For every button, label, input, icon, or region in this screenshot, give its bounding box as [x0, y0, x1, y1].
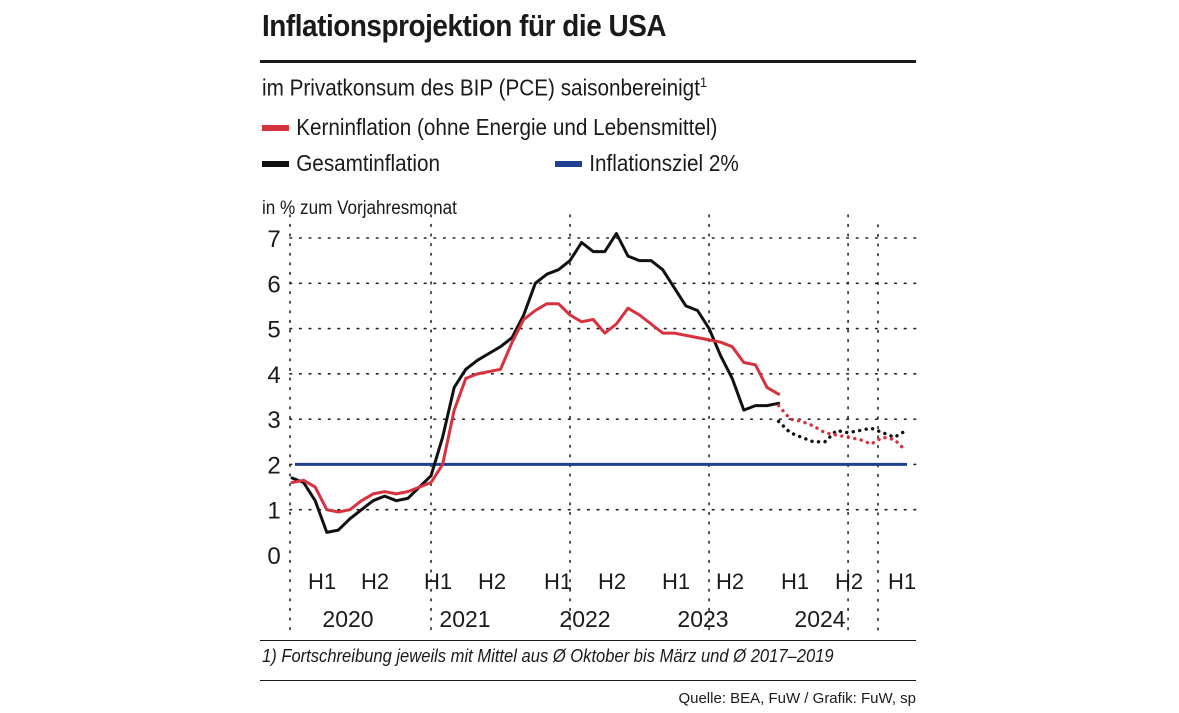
y-tick-label: 5 [267, 317, 280, 344]
source-rule [260, 680, 916, 681]
chart-title: Inflationsprojektion für die USA [262, 8, 667, 43]
footnote-rule [260, 640, 916, 641]
y-tick-label: 1 [267, 498, 280, 525]
legend-headline-label: Gesamtinflation [296, 150, 441, 176]
x-half-year-label: H2 [716, 569, 744, 594]
x-half-year-label: H1 [544, 569, 572, 594]
x-year-label: 2020 [322, 606, 373, 632]
legend-target-label: Inflationsziel 2% [589, 150, 739, 176]
core-inflation-projection [776, 403, 908, 453]
legend-headline-swatch [262, 160, 289, 167]
headline-inflation-line [290, 232, 781, 534]
x-year-label: 2024 [794, 606, 845, 632]
y-tick-label: 4 [267, 362, 280, 389]
y-tick-label: 3 [267, 407, 280, 434]
legend-core: Kerninflation (ohne Energie und Lebensmi… [262, 114, 717, 141]
x-half-year-label: H2 [835, 569, 863, 594]
x-year-label: 2022 [559, 606, 610, 632]
y-tick-label: 0 [267, 543, 280, 570]
x-half-year-label: H1 [781, 569, 809, 594]
legend-core-swatch [262, 124, 289, 131]
title-rule [260, 60, 916, 63]
y-tick-label: 2 [267, 452, 280, 479]
x-year-label: 2023 [677, 606, 728, 632]
source-credit: Quelle: BEA, FuW / Grafik: FuW, sp [678, 690, 916, 707]
y-axis-unit-label: in % zum Vorjahresmonat [262, 198, 457, 219]
y-tick-label: 7 [267, 226, 280, 253]
legend-core-label: Kerninflation (ohne Energie und Lebensmi… [296, 114, 718, 140]
legend-headline: Gesamtinflation [262, 150, 440, 177]
chart-subtitle: im Privatkonsum des BIP (PCE) saisonbere… [262, 74, 707, 102]
core-inflation-line [290, 302, 781, 514]
x-half-year-label: H2 [361, 569, 389, 594]
legend-target-swatch [555, 160, 582, 167]
x-half-year-label: H1 [424, 569, 452, 594]
x-half-year-label: H2 [598, 569, 626, 594]
legend-target: Inflationsziel 2% [555, 150, 739, 177]
y-tick-label: 6 [267, 271, 280, 298]
footnote: 1) Fortschreibung jeweils mit Mittel aus… [262, 646, 834, 666]
x-half-year-label: H1 [308, 569, 336, 594]
x-year-label: 2021 [439, 606, 490, 632]
x-half-year-label: H1 [888, 569, 916, 594]
subtitle-text: im Privatkonsum des BIP (PCE) saisonbere… [262, 74, 700, 101]
headline-inflation-projection [776, 419, 908, 444]
x-half-year-label: H1 [662, 569, 690, 594]
x-half-year-label: H2 [478, 569, 506, 594]
subtitle-footnote-mark: 1 [699, 74, 707, 90]
